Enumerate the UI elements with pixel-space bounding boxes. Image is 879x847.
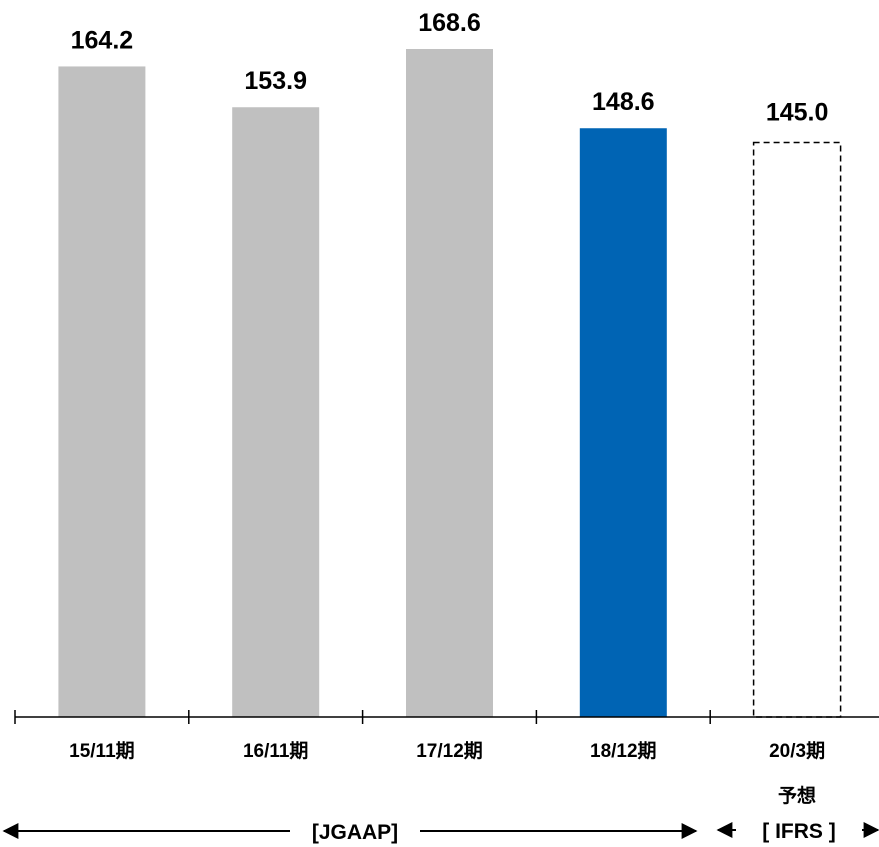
bar <box>58 66 145 717</box>
ifrs-span: [ IFRS ] <box>718 820 878 843</box>
value-label: 164.2 <box>71 26 134 54</box>
value-label: 145.0 <box>766 99 829 127</box>
jgaap-span: [JGAAP] <box>4 821 696 844</box>
bar <box>406 49 493 717</box>
x-tick-label: 16/11期 <box>243 740 309 762</box>
bar <box>580 128 667 717</box>
category-labels-group: 15/11期 16/11期 17/12期 18/12期 20/3期 <box>69 740 825 762</box>
forecast-label: 予想 <box>778 784 816 807</box>
bars-group <box>58 49 840 717</box>
bar <box>754 143 841 717</box>
value-label: 148.6 <box>592 88 655 116</box>
value-label: 153.9 <box>244 67 307 95</box>
jgaap-label: [JGAAP] <box>312 821 398 844</box>
value-label: 168.6 <box>418 9 481 37</box>
ifrs-label: [ IFRS ] <box>762 820 836 843</box>
x-tick-label: 17/12期 <box>416 740 483 762</box>
x-tick-label: 15/11期 <box>69 740 135 762</box>
x-tick-label: 20/3期 <box>769 740 825 762</box>
x-tick-label: 18/12期 <box>590 740 657 762</box>
bar <box>232 107 319 717</box>
